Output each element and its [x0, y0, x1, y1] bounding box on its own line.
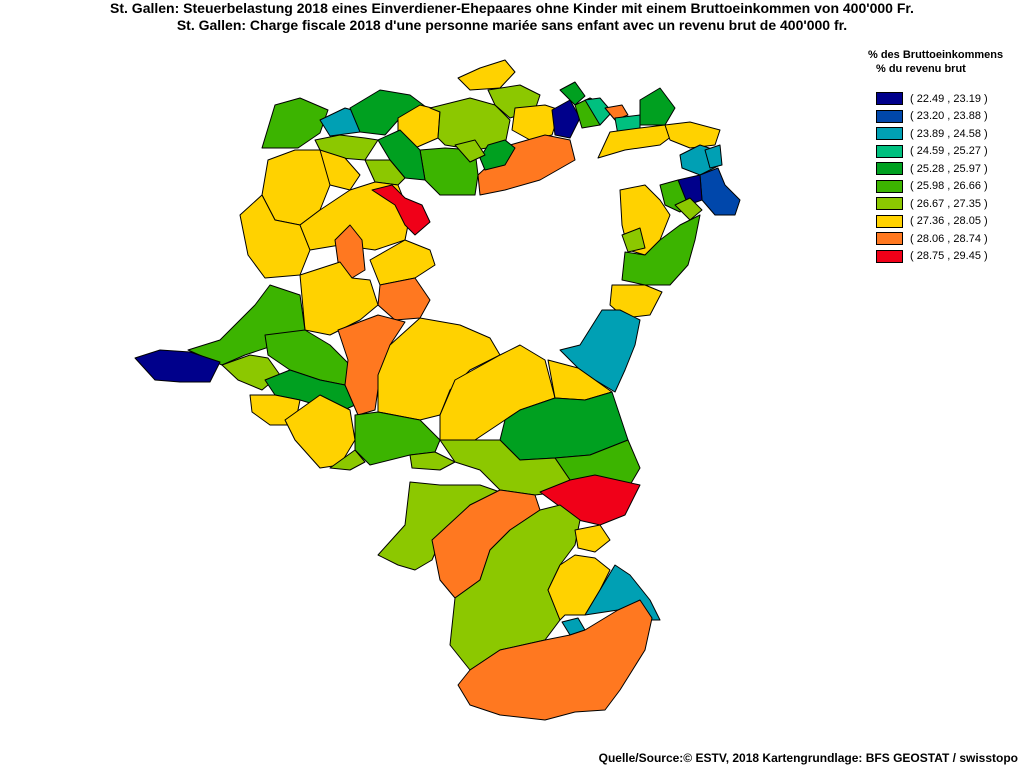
- legend-label: ( 27.36 , 28.05 ): [910, 215, 988, 228]
- municipality-n-13[interactable]: [604, 104, 629, 121]
- municipality-n-9[interactable]: [551, 99, 581, 139]
- municipality-w-39[interactable]: [187, 284, 306, 366]
- legend-swatch: [876, 249, 903, 263]
- municipality-s-64[interactable]: [574, 524, 611, 553]
- municipality-ne-15[interactable]: [639, 87, 676, 126]
- municipality-n-8[interactable]: [511, 104, 561, 141]
- legend-item: ( 23.20 , 23.88 ): [876, 108, 1024, 126]
- municipality-ne-19[interactable]: [704, 144, 723, 169]
- legend-swatch: [876, 179, 903, 193]
- legend-item: ( 26.67 , 27.35 ): [876, 195, 1024, 213]
- legend-title-german: % des Bruttoeinkommens: [868, 49, 1004, 61]
- municipality-w-37[interactable]: [377, 277, 431, 321]
- legend-item: ( 23.89 , 24.58 ): [876, 125, 1024, 143]
- municipality-s-65[interactable]: [547, 554, 611, 621]
- legend-swatch: [876, 92, 903, 106]
- legend-swatch: [876, 109, 903, 123]
- legend-label: ( 24.59 , 25.27 ): [910, 145, 988, 158]
- municipality-n-26[interactable]: [419, 147, 479, 196]
- municipality-nw-1[interactable]: [261, 97, 329, 149]
- legend-label: ( 25.28 , 25.97 ): [910, 162, 988, 175]
- legend-label: ( 28.06 , 28.74 ): [910, 232, 988, 245]
- municipality-c-51[interactable]: [409, 451, 456, 471]
- municipality-w-40[interactable]: [134, 349, 221, 383]
- municipality-w-38[interactable]: [299, 261, 379, 336]
- municipality-w-45[interactable]: [284, 394, 356, 469]
- legend-item: ( 25.28 , 25.97 ): [876, 160, 1024, 178]
- legend-swatch: [876, 127, 903, 141]
- legend-item: ( 22.49 , 23.19 ): [876, 90, 1024, 108]
- legend-item: ( 28.06 , 28.74 ): [876, 230, 1024, 248]
- legend-item: ( 28.75 , 29.45 ): [876, 248, 1024, 266]
- municipality-red-2[interactable]: [539, 474, 641, 526]
- municipality-e-55[interactable]: [609, 284, 663, 319]
- municipality-ne-23[interactable]: [674, 197, 703, 221]
- legend-title-french: % du revenu brut: [876, 63, 966, 75]
- municipality-s-68[interactable]: [457, 599, 653, 721]
- municipality-n-25[interactable]: [479, 139, 516, 171]
- legend-item: ( 25.98 , 26.66 ): [876, 178, 1024, 196]
- legend-item: ( 27.36 , 28.05 ): [876, 213, 1024, 231]
- legend-label: ( 25.98 , 26.66 ): [910, 180, 988, 193]
- legend-label: ( 26.67 , 27.35 ): [910, 197, 988, 210]
- municipality-ne-20[interactable]: [699, 167, 741, 216]
- legend-item: ( 24.59 , 25.27 ): [876, 143, 1024, 161]
- municipality-e-54[interactable]: [621, 227, 646, 253]
- municipality-c-50[interactable]: [329, 449, 366, 471]
- legend-label: ( 28.75 , 29.45 ): [910, 250, 988, 263]
- source-credit: Quelle/Source:© ESTV, 2018 Kartengrundla…: [598, 751, 1018, 765]
- legend-label: ( 22.49 , 23.19 ): [910, 92, 988, 105]
- municipality-red-1[interactable]: [371, 184, 431, 236]
- legend-label: ( 23.20 , 23.88 ): [910, 110, 988, 123]
- legend-label: ( 23.89 , 24.58 ): [910, 127, 988, 140]
- legend-swatch: [876, 144, 903, 158]
- municipality-n-24[interactable]: [477, 134, 576, 196]
- map-title-german: St. Gallen: Steuerbelastung 2018 eines E…: [110, 0, 914, 16]
- map-title-french: St. Gallen: Charge fiscale 2018 d'une pe…: [176, 17, 848, 33]
- legend-items: ( 22.49 , 23.19 ) ( 23.20 , 23.88 ) ( 23…: [876, 90, 1024, 265]
- legend-swatch: [876, 232, 903, 246]
- legend-swatch: [876, 162, 903, 176]
- municipality-n-6[interactable]: [457, 59, 516, 91]
- municipality-n-27[interactable]: [454, 139, 486, 163]
- legend-swatch: [876, 197, 903, 211]
- municipality-n-10[interactable]: [559, 81, 586, 106]
- municipality-e-53[interactable]: [621, 214, 701, 286]
- map-legend: % des Bruttoeinkommens % du revenu brut …: [868, 48, 1024, 265]
- legend-swatch: [876, 214, 903, 228]
- municipality-ne-17[interactable]: [664, 121, 721, 149]
- municipality-nw-30[interactable]: [364, 159, 406, 186]
